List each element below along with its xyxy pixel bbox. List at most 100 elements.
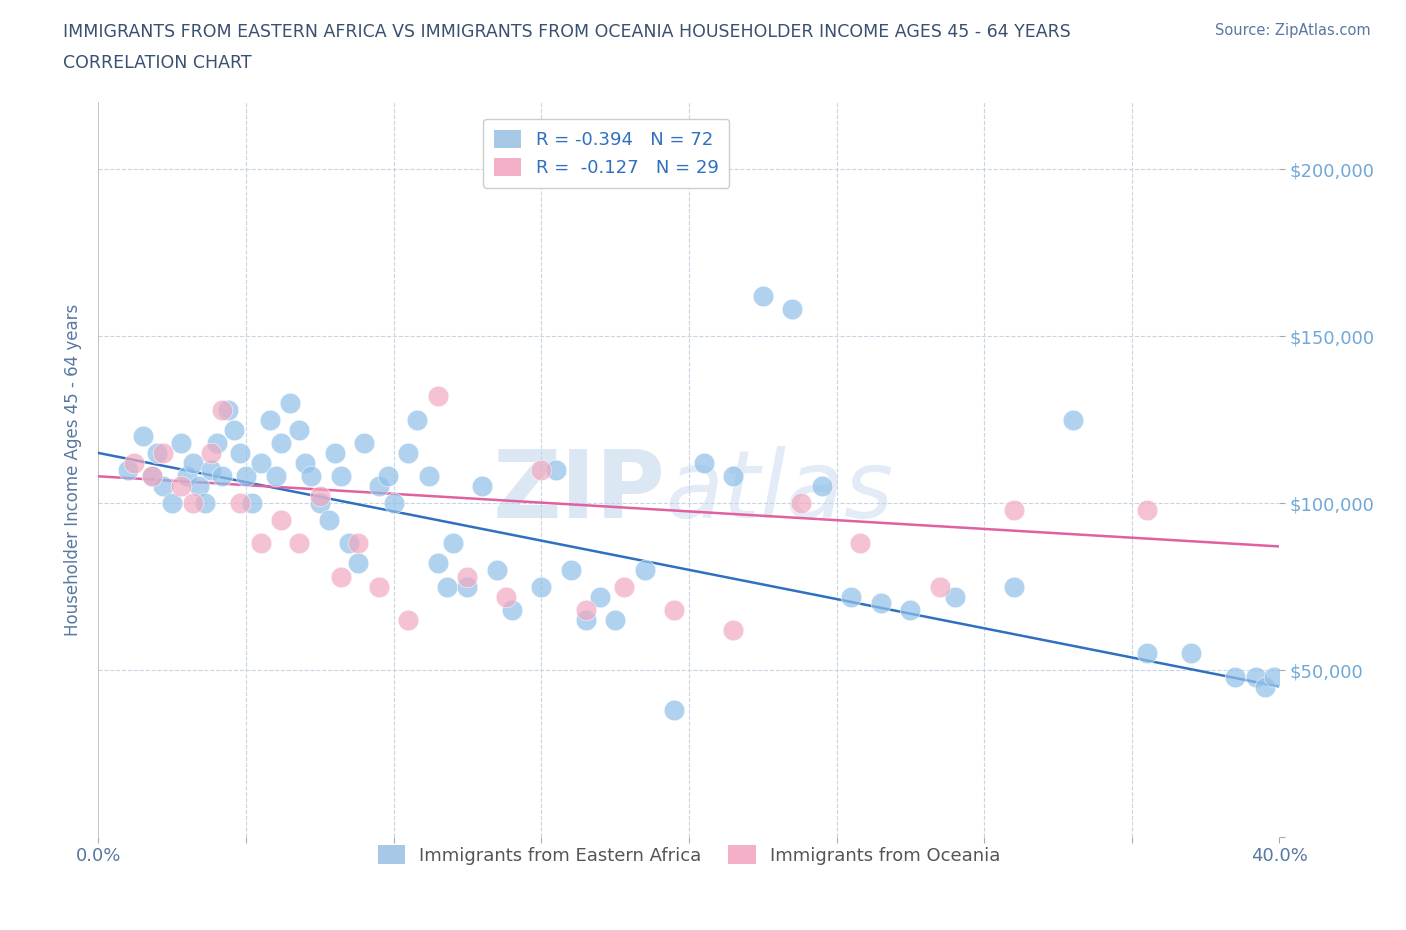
Point xyxy=(398,613,420,628)
Text: ZIP: ZIP xyxy=(492,445,665,538)
Point xyxy=(841,589,863,604)
Point xyxy=(162,496,183,511)
Point xyxy=(288,422,311,437)
Point xyxy=(457,579,479,594)
Point xyxy=(152,479,174,494)
Point xyxy=(752,288,775,303)
Point xyxy=(530,462,553,477)
Point xyxy=(250,456,273,471)
Point xyxy=(235,469,257,484)
Point xyxy=(368,579,391,594)
Point xyxy=(782,302,804,317)
Point xyxy=(141,469,163,484)
Point xyxy=(353,435,375,450)
Point xyxy=(146,445,169,460)
Point xyxy=(613,579,636,594)
Point xyxy=(693,456,716,471)
Point xyxy=(486,563,509,578)
Point xyxy=(1136,502,1159,517)
Point xyxy=(427,556,450,571)
Point xyxy=(664,603,686,618)
Point xyxy=(229,445,252,460)
Point xyxy=(329,569,352,584)
Point xyxy=(240,496,263,511)
Point xyxy=(560,563,582,578)
Point xyxy=(929,579,952,594)
Point xyxy=(1263,670,1285,684)
Point xyxy=(1136,646,1159,661)
Point xyxy=(323,445,346,460)
Point xyxy=(1254,679,1277,694)
Point xyxy=(368,479,391,494)
Point xyxy=(530,579,553,594)
Point xyxy=(810,479,832,494)
Point xyxy=(664,703,686,718)
Point xyxy=(294,456,316,471)
Point xyxy=(217,402,239,417)
Point xyxy=(264,469,287,484)
Point xyxy=(170,435,193,450)
Point xyxy=(471,479,494,494)
Point xyxy=(181,496,204,511)
Point xyxy=(790,496,813,511)
Point xyxy=(329,469,352,484)
Point xyxy=(309,496,332,511)
Point xyxy=(194,496,217,511)
Point xyxy=(436,579,458,594)
Point xyxy=(495,589,517,604)
Point xyxy=(309,489,332,504)
Point xyxy=(170,479,193,494)
Point xyxy=(117,462,139,477)
Point xyxy=(339,536,361,551)
Point xyxy=(1062,412,1084,427)
Text: CORRELATION CHART: CORRELATION CHART xyxy=(63,54,252,72)
Y-axis label: Householder Income Ages 45 - 64 years: Householder Income Ages 45 - 64 years xyxy=(65,303,83,636)
Point xyxy=(141,469,163,484)
Point xyxy=(589,589,612,604)
Point xyxy=(122,456,145,471)
Point xyxy=(377,469,399,484)
Point xyxy=(501,603,523,618)
Point xyxy=(723,469,745,484)
Point xyxy=(870,596,893,611)
Point xyxy=(1225,670,1247,684)
Point xyxy=(575,613,598,628)
Point xyxy=(224,422,246,437)
Point xyxy=(1002,502,1025,517)
Point xyxy=(1180,646,1202,661)
Point xyxy=(318,512,340,527)
Text: Source: ZipAtlas.com: Source: ZipAtlas.com xyxy=(1215,23,1371,38)
Point xyxy=(900,603,922,618)
Point xyxy=(943,589,966,604)
Point xyxy=(418,469,440,484)
Point xyxy=(250,536,273,551)
Point xyxy=(1244,670,1267,684)
Point xyxy=(181,456,204,471)
Point xyxy=(457,569,479,584)
Point xyxy=(398,445,420,460)
Point xyxy=(347,556,370,571)
Point xyxy=(270,435,292,450)
Point xyxy=(200,462,222,477)
Point xyxy=(299,469,322,484)
Point xyxy=(187,479,209,494)
Text: IMMIGRANTS FROM EASTERN AFRICA VS IMMIGRANTS FROM OCEANIA HOUSEHOLDER INCOME AGE: IMMIGRANTS FROM EASTERN AFRICA VS IMMIGR… xyxy=(63,23,1071,41)
Point xyxy=(347,536,370,551)
Point xyxy=(634,563,657,578)
Point xyxy=(427,389,450,404)
Point xyxy=(270,512,292,527)
Point xyxy=(211,469,233,484)
Point xyxy=(605,613,627,628)
Point xyxy=(205,435,228,450)
Point xyxy=(288,536,311,551)
Point xyxy=(546,462,568,477)
Point xyxy=(406,412,429,427)
Point xyxy=(441,536,464,551)
Point xyxy=(132,429,155,444)
Point xyxy=(575,603,598,618)
Text: atlas: atlas xyxy=(665,446,894,538)
Point xyxy=(723,622,745,637)
Point xyxy=(259,412,281,427)
Point xyxy=(229,496,252,511)
Point xyxy=(849,536,872,551)
